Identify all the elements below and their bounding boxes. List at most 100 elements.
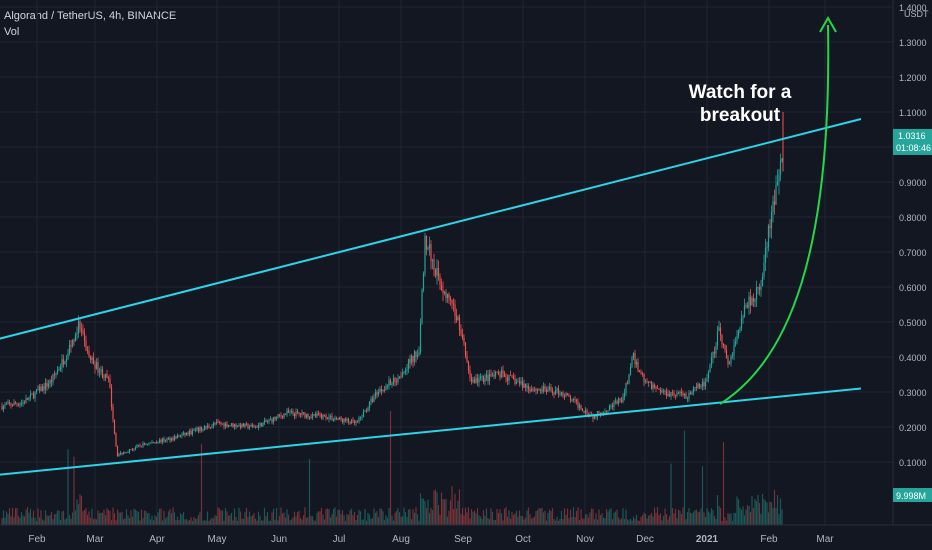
candle xyxy=(388,379,390,387)
candle xyxy=(61,359,63,368)
volume-bar xyxy=(457,500,459,525)
candle xyxy=(478,378,480,383)
candle xyxy=(496,371,498,373)
candle xyxy=(170,437,173,441)
volume-bar xyxy=(205,520,207,525)
volume-badge xyxy=(893,488,932,502)
candle xyxy=(131,449,134,451)
volume-bar xyxy=(367,512,369,525)
candle xyxy=(43,386,45,390)
candle xyxy=(608,406,611,411)
candle xyxy=(371,398,374,402)
volume-bar xyxy=(499,509,501,525)
volume-bar xyxy=(95,519,98,525)
candle xyxy=(380,388,383,392)
volume-bar xyxy=(428,513,431,525)
candle xyxy=(137,445,140,446)
volume-bar xyxy=(211,517,213,525)
time-tick-label: Mar xyxy=(86,534,104,545)
candle xyxy=(467,361,470,371)
projection-arrowhead xyxy=(819,15,837,33)
candle xyxy=(199,426,201,432)
volume-bar xyxy=(122,519,125,525)
volume-bar xyxy=(445,498,447,525)
candle xyxy=(631,357,633,367)
candle xyxy=(770,211,773,229)
volume-bar xyxy=(548,509,551,525)
volume-bar xyxy=(238,507,240,525)
candle xyxy=(451,299,453,304)
volume-bar xyxy=(389,411,392,525)
candle xyxy=(530,388,533,392)
volume-bar xyxy=(325,509,327,525)
candle xyxy=(667,393,669,396)
candle xyxy=(416,355,419,357)
candle xyxy=(134,447,137,449)
volume-bar xyxy=(298,510,300,525)
candle xyxy=(187,432,189,435)
annotation-line-2: breakout xyxy=(700,105,781,126)
candle xyxy=(767,225,770,247)
volume-bar xyxy=(188,519,191,525)
candle xyxy=(359,417,362,419)
candle xyxy=(454,304,456,316)
volume-bar xyxy=(50,512,53,525)
candle xyxy=(479,376,482,379)
volume-bar xyxy=(74,510,77,525)
volume-bar xyxy=(515,510,518,525)
candle xyxy=(367,407,369,411)
candle xyxy=(443,291,446,294)
volume-bar xyxy=(164,518,167,525)
candle xyxy=(476,377,479,383)
candle xyxy=(446,294,449,299)
candle xyxy=(55,373,57,375)
volume-bar xyxy=(550,511,552,525)
candle xyxy=(286,410,288,415)
candle xyxy=(563,395,566,397)
candle xyxy=(245,423,248,425)
price-tick-label: 0.9000 xyxy=(899,178,927,188)
candle xyxy=(29,393,32,398)
time-tick-label: Mar xyxy=(816,534,834,545)
volume-bar xyxy=(80,496,83,525)
volume-bar xyxy=(107,509,110,525)
candle xyxy=(151,442,153,443)
candle xyxy=(547,389,549,392)
volume-bar xyxy=(409,509,411,525)
candle xyxy=(517,381,519,383)
candle xyxy=(110,387,113,407)
volume-bar xyxy=(314,520,317,525)
volume-bar xyxy=(479,516,482,525)
candle xyxy=(281,416,284,418)
volume-bar xyxy=(364,508,366,525)
candle xyxy=(643,374,645,382)
volume-bar xyxy=(313,520,315,525)
volume-bar xyxy=(133,508,135,525)
volume-bar xyxy=(554,520,557,525)
volume-bar xyxy=(401,516,404,525)
volume-bar xyxy=(116,509,119,525)
volume-bar xyxy=(658,514,660,525)
candle xyxy=(130,448,132,450)
volume-bar xyxy=(253,513,255,525)
volume-bar xyxy=(758,503,761,525)
volume-bar xyxy=(359,511,362,525)
volume-bar xyxy=(14,508,17,525)
candle xyxy=(46,382,48,387)
candle xyxy=(44,382,47,390)
candle xyxy=(334,418,336,420)
candle xyxy=(431,259,434,261)
price-tick-label: 0.7000 xyxy=(899,248,927,258)
candle xyxy=(146,444,149,446)
candle xyxy=(689,392,692,395)
volume-bar xyxy=(737,499,740,525)
candle xyxy=(440,285,443,290)
volume-bar xyxy=(679,510,681,525)
volume-bar xyxy=(100,512,102,525)
volume-bar xyxy=(650,512,653,525)
price-tick-label: 0.4000 xyxy=(899,353,927,363)
volume-bar xyxy=(88,511,90,525)
candle xyxy=(533,390,536,391)
candle xyxy=(287,410,290,413)
